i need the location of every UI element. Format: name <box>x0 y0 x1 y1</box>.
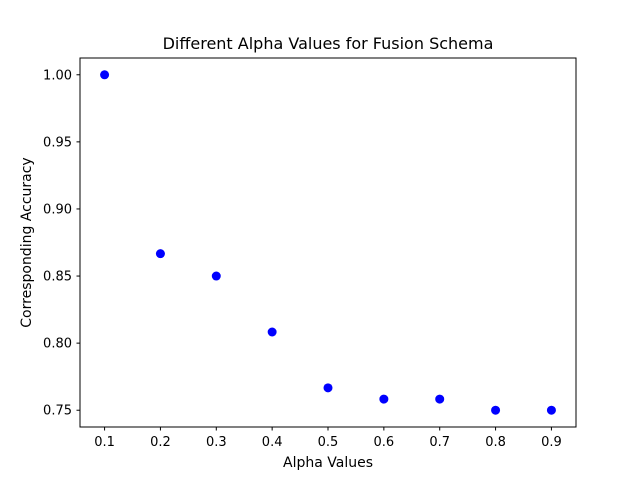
data-point <box>267 327 277 337</box>
points-layer <box>100 70 556 415</box>
y-tick-label: 0.75 <box>43 404 72 419</box>
data-point <box>155 249 165 259</box>
y-tick-label: 0.85 <box>43 270 72 285</box>
y-tick-label: 0.90 <box>43 202 72 217</box>
chart-title: Different Alpha Values for Fusion Schema <box>163 34 494 53</box>
x-tick-label: 0.8 <box>485 435 506 450</box>
x-tick-label: 0.7 <box>429 435 450 450</box>
x-tick-label: 0.5 <box>318 435 339 450</box>
ticks-layer: 0.1 0.2 0.3 0.4 0.5 0.6 0.7 0.8 0.9 0.75 0.80 0.85 0… <box>43 68 562 450</box>
x-tick-label: 0.2 <box>150 435 171 450</box>
data-point <box>211 271 221 281</box>
data-point <box>546 405 556 415</box>
data-point <box>435 394 445 404</box>
x-tick-label: 0.1 <box>94 435 115 450</box>
x-axis-label: Alpha Values <box>283 455 373 471</box>
y-tick-label: 0.80 <box>43 337 72 352</box>
plot-frame <box>79 57 577 428</box>
y-tick-label: 1.00 <box>43 68 72 83</box>
data-point <box>323 383 333 393</box>
data-point <box>100 70 110 80</box>
x-tick-label: 0.9 <box>541 435 562 450</box>
x-tick-label: 0.3 <box>206 435 227 450</box>
data-point <box>491 405 501 415</box>
y-axis-label: Corresponding Accuracy <box>19 157 35 327</box>
x-tick-label: 0.4 <box>262 435 283 450</box>
y-tick-label: 0.95 <box>43 135 72 150</box>
x-tick-label: 0.6 <box>374 435 395 450</box>
data-point <box>379 394 389 404</box>
